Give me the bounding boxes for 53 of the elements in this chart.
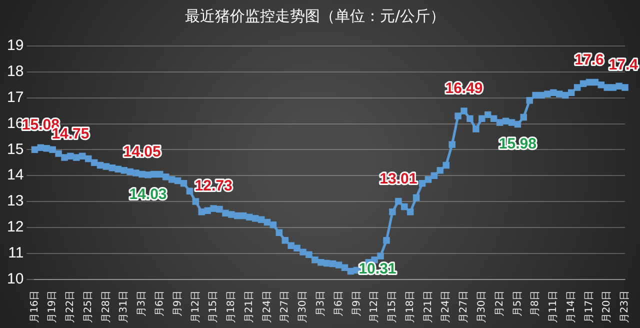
x-tick-label: 月5日 <box>512 290 524 317</box>
x-tick-label: 月12日 <box>369 290 380 324</box>
data-label: 15.98 <box>498 135 536 152</box>
data-label: 16.49 <box>445 80 483 98</box>
x-tick-label: 月15日 <box>387 290 398 324</box>
data-label: 12.73 <box>194 178 232 195</box>
y-tick-label: 19 <box>6 37 24 54</box>
x-tick-label: 月17日 <box>584 290 595 324</box>
x-tick-label: 月27日 <box>458 290 470 324</box>
x-tick-label: 月9日 <box>172 290 184 317</box>
x-tick-label: 月25日 <box>82 290 94 324</box>
x-tick-label: 月24日 <box>262 290 273 324</box>
x-tick-label: 月19日 <box>47 290 58 324</box>
x-tick-label: 月12日 <box>190 290 202 324</box>
x-tick-label: 月31日 <box>118 290 130 324</box>
y-tick-label: 10 <box>6 270 24 288</box>
x-tick-label: 月3日 <box>315 290 326 317</box>
x-tick-label: 月22日 <box>65 290 76 324</box>
data-label: 14.05 <box>123 143 161 160</box>
y-tick-label: 16 <box>6 114 24 132</box>
x-tick-label: 月23日 <box>620 290 631 324</box>
x-tick-label: 月30日 <box>298 290 309 324</box>
x-tick-label: 月3日 <box>136 290 148 317</box>
x-tick-label: 月30日 <box>476 290 488 324</box>
y-tick-label: 11 <box>8 244 24 262</box>
x-tick-label: 月2日 <box>494 290 506 317</box>
x-tick-label: 月14日 <box>566 290 577 324</box>
x-tick-label: 月6日 <box>154 290 166 317</box>
y-tick-label: 18 <box>6 63 24 80</box>
x-tick-label: 月8日 <box>530 290 542 317</box>
x-tick-label: 月18日 <box>404 290 416 324</box>
y-tick-label: 14 <box>6 166 24 184</box>
x-tick-label: 月16日 <box>29 290 40 324</box>
data-label: 17.4 <box>608 56 639 74</box>
x-tick-label: 月11日 <box>548 290 560 324</box>
x-tick-label: 月9日 <box>351 290 362 317</box>
x-tick-label: 月24日 <box>440 290 452 324</box>
x-tick-label: 月20日 <box>602 290 613 324</box>
y-tick-label: 12 <box>6 218 24 236</box>
x-tick-label: 月18日 <box>226 290 238 324</box>
y-tick-label: 15 <box>6 140 24 158</box>
x-tick-label: 月28日 <box>100 290 112 324</box>
x-tick-label: 月21日 <box>244 290 255 324</box>
x-tick-label: 月6日 <box>333 290 344 317</box>
data-label: 17.6 <box>574 51 604 68</box>
data-label: 14.03 <box>129 186 167 203</box>
y-tick-label: 17 <box>6 88 24 106</box>
y-tick-label: 13 <box>6 192 24 210</box>
chart-title: 最近猪价监控走势图（单位：元/公斤） <box>184 6 446 25</box>
data-label: 13.01 <box>380 170 418 188</box>
x-tick-label: 月15日 <box>208 290 220 324</box>
x-tick-label: 月21日 <box>422 290 434 324</box>
x-tick-label: 月27日 <box>280 290 291 324</box>
